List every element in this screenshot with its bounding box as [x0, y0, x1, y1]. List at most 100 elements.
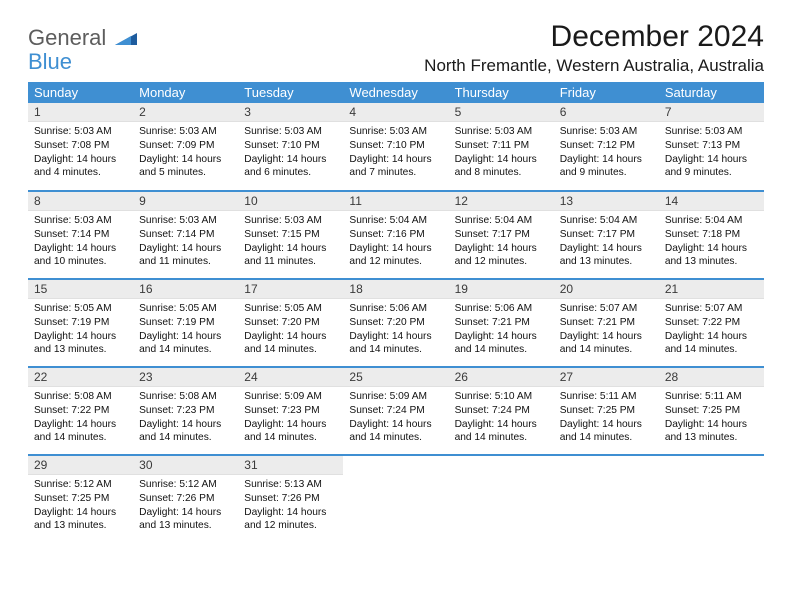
day-number: 27 [554, 368, 659, 387]
daylight-text: Daylight: 14 hours and 12 minutes. [244, 506, 337, 534]
day-details: Sunrise: 5:06 AMSunset: 7:20 PMDaylight:… [343, 299, 448, 361]
day-number: 8 [28, 192, 133, 211]
sunrise-text: Sunrise: 5:06 AM [455, 302, 548, 316]
sunset-text: Sunset: 7:20 PM [349, 316, 442, 330]
day-details: Sunrise: 5:03 AMSunset: 7:08 PMDaylight:… [28, 122, 133, 184]
calendar-week-row: 8Sunrise: 5:03 AMSunset: 7:14 PMDaylight… [28, 191, 764, 279]
day-number: 3 [238, 103, 343, 122]
daylight-text: Daylight: 14 hours and 11 minutes. [244, 242, 337, 270]
daylight-text: Daylight: 14 hours and 13 minutes. [560, 242, 653, 270]
sunrise-text: Sunrise: 5:03 AM [139, 125, 232, 139]
logo-triangle-icon [115, 32, 137, 49]
day-number: 14 [659, 192, 764, 211]
calendar-head: Sunday Monday Tuesday Wednesday Thursday… [28, 82, 764, 103]
sunrise-text: Sunrise: 5:03 AM [34, 214, 127, 228]
weekday-header: Thursday [449, 82, 554, 103]
sunrise-text: Sunrise: 5:12 AM [34, 478, 127, 492]
daylight-text: Daylight: 14 hours and 14 minutes. [244, 418, 337, 446]
calendar-day-cell: 30Sunrise: 5:12 AMSunset: 7:26 PMDayligh… [133, 455, 238, 543]
calendar-week-row: 29Sunrise: 5:12 AMSunset: 7:25 PMDayligh… [28, 455, 764, 543]
calendar-day-cell: 25Sunrise: 5:09 AMSunset: 7:24 PMDayligh… [343, 367, 448, 455]
sunset-text: Sunset: 7:26 PM [139, 492, 232, 506]
calendar-day-cell: 10Sunrise: 5:03 AMSunset: 7:15 PMDayligh… [238, 191, 343, 279]
day-details: Sunrise: 5:08 AMSunset: 7:23 PMDaylight:… [133, 387, 238, 449]
sunrise-text: Sunrise: 5:03 AM [560, 125, 653, 139]
day-number: 5 [449, 103, 554, 122]
daylight-text: Daylight: 14 hours and 13 minutes. [34, 506, 127, 534]
day-details: Sunrise: 5:05 AMSunset: 7:20 PMDaylight:… [238, 299, 343, 361]
location: North Fremantle, Western Australia, Aust… [424, 56, 764, 76]
sunrise-text: Sunrise: 5:04 AM [560, 214, 653, 228]
day-number: 20 [554, 280, 659, 299]
day-details: Sunrise: 5:03 AMSunset: 7:11 PMDaylight:… [449, 122, 554, 184]
sunset-text: Sunset: 7:23 PM [139, 404, 232, 418]
day-number: 15 [28, 280, 133, 299]
daylight-text: Daylight: 14 hours and 9 minutes. [560, 153, 653, 181]
calendar-day-cell: 13Sunrise: 5:04 AMSunset: 7:17 PMDayligh… [554, 191, 659, 279]
day-number: 9 [133, 192, 238, 211]
calendar-day-cell: 11Sunrise: 5:04 AMSunset: 7:16 PMDayligh… [343, 191, 448, 279]
calendar-day-cell: 12Sunrise: 5:04 AMSunset: 7:17 PMDayligh… [449, 191, 554, 279]
sunrise-text: Sunrise: 5:03 AM [34, 125, 127, 139]
day-details: Sunrise: 5:05 AMSunset: 7:19 PMDaylight:… [28, 299, 133, 361]
sunset-text: Sunset: 7:09 PM [139, 139, 232, 153]
day-details: Sunrise: 5:04 AMSunset: 7:17 PMDaylight:… [554, 211, 659, 273]
weekday-header: Tuesday [238, 82, 343, 103]
sunrise-text: Sunrise: 5:07 AM [560, 302, 653, 316]
weekday-header: Wednesday [343, 82, 448, 103]
sunset-text: Sunset: 7:19 PM [34, 316, 127, 330]
calendar-day-cell: 27Sunrise: 5:11 AMSunset: 7:25 PMDayligh… [554, 367, 659, 455]
sunset-text: Sunset: 7:17 PM [560, 228, 653, 242]
calendar-day-cell: 28Sunrise: 5:11 AMSunset: 7:25 PMDayligh… [659, 367, 764, 455]
daylight-text: Daylight: 14 hours and 10 minutes. [34, 242, 127, 270]
sunrise-text: Sunrise: 5:03 AM [349, 125, 442, 139]
calendar-day-cell: 5Sunrise: 5:03 AMSunset: 7:11 PMDaylight… [449, 103, 554, 191]
month-title: December 2024 [424, 20, 764, 54]
sunset-text: Sunset: 7:14 PM [34, 228, 127, 242]
sunset-text: Sunset: 7:20 PM [244, 316, 337, 330]
day-details: Sunrise: 5:06 AMSunset: 7:21 PMDaylight:… [449, 299, 554, 361]
sunset-text: Sunset: 7:13 PM [665, 139, 758, 153]
sunset-text: Sunset: 7:23 PM [244, 404, 337, 418]
day-details: Sunrise: 5:11 AMSunset: 7:25 PMDaylight:… [659, 387, 764, 449]
sunset-text: Sunset: 7:22 PM [665, 316, 758, 330]
daylight-text: Daylight: 14 hours and 14 minutes. [139, 418, 232, 446]
day-number: 24 [238, 368, 343, 387]
weekday-header: Friday [554, 82, 659, 103]
sunrise-text: Sunrise: 5:07 AM [665, 302, 758, 316]
sunset-text: Sunset: 7:26 PM [244, 492, 337, 506]
day-number: 18 [343, 280, 448, 299]
daylight-text: Daylight: 14 hours and 14 minutes. [455, 418, 548, 446]
day-details: Sunrise: 5:03 AMSunset: 7:15 PMDaylight:… [238, 211, 343, 273]
sunrise-text: Sunrise: 5:03 AM [139, 214, 232, 228]
sunset-text: Sunset: 7:19 PM [139, 316, 232, 330]
day-number: 26 [449, 368, 554, 387]
sunrise-text: Sunrise: 5:11 AM [665, 390, 758, 404]
daylight-text: Daylight: 14 hours and 13 minutes. [665, 418, 758, 446]
calendar-week-row: 1Sunrise: 5:03 AMSunset: 7:08 PMDaylight… [28, 103, 764, 191]
day-number: 21 [659, 280, 764, 299]
sunrise-text: Sunrise: 5:08 AM [139, 390, 232, 404]
day-details: Sunrise: 5:03 AMSunset: 7:14 PMDaylight:… [28, 211, 133, 273]
calendar-day-cell: 29Sunrise: 5:12 AMSunset: 7:25 PMDayligh… [28, 455, 133, 543]
day-details: Sunrise: 5:08 AMSunset: 7:22 PMDaylight:… [28, 387, 133, 449]
calendar-day-cell: 15Sunrise: 5:05 AMSunset: 7:19 PMDayligh… [28, 279, 133, 367]
sunset-text: Sunset: 7:10 PM [244, 139, 337, 153]
calendar-day-cell: 3Sunrise: 5:03 AMSunset: 7:10 PMDaylight… [238, 103, 343, 191]
day-details: Sunrise: 5:04 AMSunset: 7:16 PMDaylight:… [343, 211, 448, 273]
sunset-text: Sunset: 7:25 PM [34, 492, 127, 506]
sunset-text: Sunset: 7:15 PM [244, 228, 337, 242]
calendar-week-row: 15Sunrise: 5:05 AMSunset: 7:19 PMDayligh… [28, 279, 764, 367]
day-number: 4 [343, 103, 448, 122]
day-details: Sunrise: 5:12 AMSunset: 7:25 PMDaylight:… [28, 475, 133, 537]
daylight-text: Daylight: 14 hours and 9 minutes. [665, 153, 758, 181]
calendar-day-cell: 4Sunrise: 5:03 AMSunset: 7:10 PMDaylight… [343, 103, 448, 191]
day-details: Sunrise: 5:11 AMSunset: 7:25 PMDaylight:… [554, 387, 659, 449]
calendar-day-cell: 21Sunrise: 5:07 AMSunset: 7:22 PMDayligh… [659, 279, 764, 367]
daylight-text: Daylight: 14 hours and 14 minutes. [560, 330, 653, 358]
daylight-text: Daylight: 14 hours and 14 minutes. [139, 330, 232, 358]
sunset-text: Sunset: 7:10 PM [349, 139, 442, 153]
day-number: 30 [133, 456, 238, 475]
sunrise-text: Sunrise: 5:08 AM [34, 390, 127, 404]
day-details: Sunrise: 5:04 AMSunset: 7:18 PMDaylight:… [659, 211, 764, 273]
